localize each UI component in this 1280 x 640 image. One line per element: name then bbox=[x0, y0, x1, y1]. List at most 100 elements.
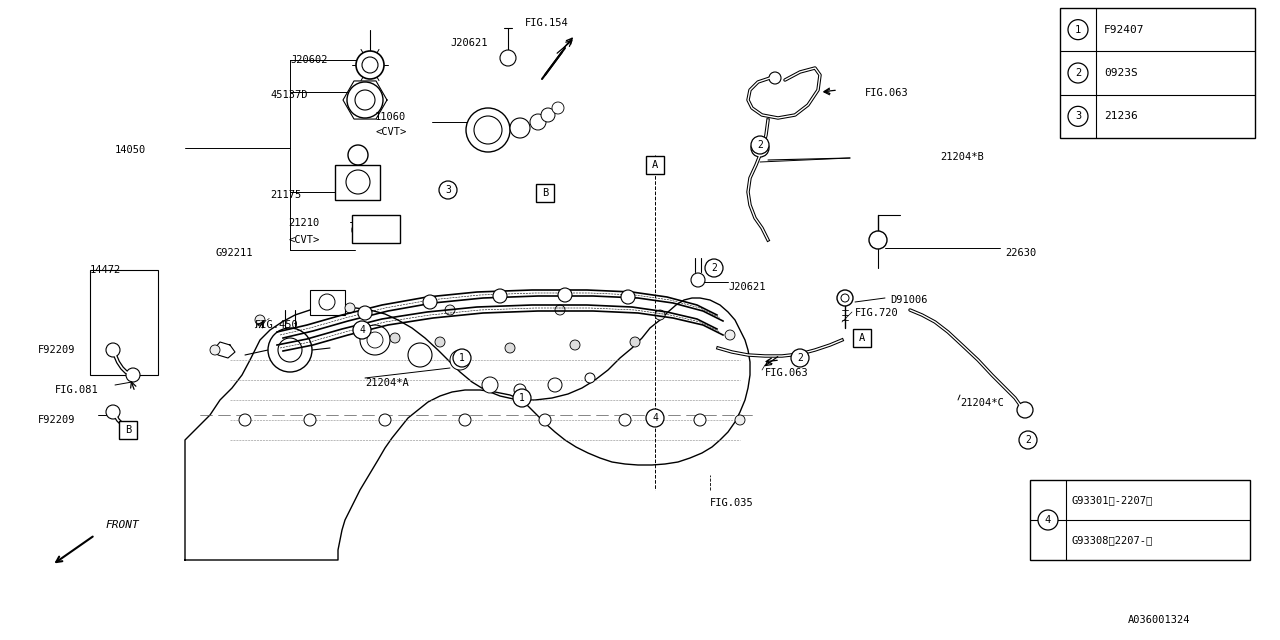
Text: 2: 2 bbox=[1075, 68, 1082, 78]
Circle shape bbox=[353, 321, 371, 339]
Circle shape bbox=[1019, 431, 1037, 449]
Circle shape bbox=[125, 368, 140, 382]
Text: <CVT>: <CVT> bbox=[288, 235, 319, 245]
Text: 11060: 11060 bbox=[375, 112, 406, 122]
Circle shape bbox=[367, 332, 383, 348]
Text: FIG.035: FIG.035 bbox=[710, 498, 754, 508]
Text: FIG.063: FIG.063 bbox=[865, 88, 909, 98]
Circle shape bbox=[552, 102, 564, 114]
Circle shape bbox=[278, 338, 302, 362]
Circle shape bbox=[483, 377, 498, 393]
Circle shape bbox=[585, 373, 595, 383]
Text: G92211: G92211 bbox=[215, 248, 252, 258]
Circle shape bbox=[106, 405, 120, 419]
Bar bbox=[119, 421, 137, 439]
Bar bbox=[536, 184, 554, 202]
Circle shape bbox=[735, 415, 745, 425]
Circle shape bbox=[530, 114, 547, 130]
Circle shape bbox=[390, 333, 401, 343]
Text: 14472: 14472 bbox=[90, 265, 122, 275]
Text: 2: 2 bbox=[1025, 435, 1030, 445]
Circle shape bbox=[1068, 106, 1088, 126]
Text: F92209: F92209 bbox=[38, 345, 76, 355]
Circle shape bbox=[1068, 63, 1088, 83]
Circle shape bbox=[474, 116, 502, 144]
Circle shape bbox=[439, 181, 457, 199]
Circle shape bbox=[360, 325, 390, 355]
Text: 1: 1 bbox=[1075, 25, 1082, 35]
Text: FRONT: FRONT bbox=[105, 520, 138, 530]
Polygon shape bbox=[215, 342, 236, 358]
Circle shape bbox=[358, 306, 372, 320]
Text: G93301＜-2207＞: G93301＜-2207＞ bbox=[1073, 495, 1153, 505]
Circle shape bbox=[466, 108, 509, 152]
Circle shape bbox=[352, 222, 369, 238]
Circle shape bbox=[751, 136, 769, 154]
Circle shape bbox=[422, 295, 436, 309]
Text: 0923S: 0923S bbox=[1103, 68, 1138, 78]
Text: FIG.720: FIG.720 bbox=[855, 308, 899, 318]
Circle shape bbox=[841, 294, 849, 302]
Circle shape bbox=[453, 349, 471, 367]
Text: 21204*B: 21204*B bbox=[940, 152, 984, 162]
Text: F92209: F92209 bbox=[38, 415, 76, 425]
Text: B: B bbox=[541, 188, 548, 198]
Circle shape bbox=[705, 259, 723, 277]
Text: 21236: 21236 bbox=[1103, 111, 1138, 122]
Circle shape bbox=[724, 330, 735, 340]
Circle shape bbox=[621, 290, 635, 304]
Text: 3: 3 bbox=[445, 185, 451, 195]
Circle shape bbox=[558, 288, 572, 302]
Text: 21204*A: 21204*A bbox=[365, 378, 408, 388]
Circle shape bbox=[268, 328, 312, 372]
Text: J20621: J20621 bbox=[728, 282, 765, 292]
Bar bbox=[310, 290, 346, 315]
Circle shape bbox=[837, 290, 852, 306]
Bar bbox=[1060, 8, 1254, 138]
Circle shape bbox=[539, 414, 550, 426]
Bar bbox=[352, 215, 401, 243]
Circle shape bbox=[1018, 402, 1033, 418]
Text: 21210: 21210 bbox=[288, 218, 319, 228]
Text: A: A bbox=[652, 160, 658, 170]
Text: FIG.450: FIG.450 bbox=[255, 320, 298, 330]
Circle shape bbox=[655, 310, 666, 320]
Text: 22630: 22630 bbox=[1005, 248, 1037, 258]
Text: 2: 2 bbox=[797, 353, 803, 363]
Circle shape bbox=[210, 345, 220, 355]
Circle shape bbox=[694, 414, 707, 426]
Text: J20621: J20621 bbox=[451, 38, 488, 48]
Circle shape bbox=[869, 231, 887, 249]
Circle shape bbox=[355, 90, 375, 110]
Circle shape bbox=[356, 51, 384, 79]
Text: 2: 2 bbox=[758, 143, 763, 152]
Text: 4: 4 bbox=[360, 325, 365, 335]
Text: 45137D: 45137D bbox=[270, 90, 307, 100]
Text: 14050: 14050 bbox=[115, 145, 146, 155]
Circle shape bbox=[570, 340, 580, 350]
Circle shape bbox=[346, 170, 370, 194]
Text: D91006: D91006 bbox=[890, 295, 928, 305]
Circle shape bbox=[541, 108, 556, 122]
Circle shape bbox=[769, 72, 781, 84]
Circle shape bbox=[362, 57, 378, 73]
Circle shape bbox=[346, 303, 355, 313]
Text: 1: 1 bbox=[460, 353, 465, 363]
Circle shape bbox=[556, 305, 564, 315]
Circle shape bbox=[691, 273, 705, 287]
Circle shape bbox=[509, 118, 530, 138]
Circle shape bbox=[1068, 20, 1088, 40]
Text: J20602: J20602 bbox=[291, 55, 328, 65]
Circle shape bbox=[255, 315, 265, 325]
Circle shape bbox=[460, 414, 471, 426]
Text: 21204*C: 21204*C bbox=[960, 398, 1004, 408]
Text: B: B bbox=[125, 425, 131, 435]
Circle shape bbox=[751, 139, 769, 157]
Circle shape bbox=[513, 389, 531, 407]
Circle shape bbox=[791, 349, 809, 367]
Circle shape bbox=[630, 337, 640, 347]
Bar bbox=[646, 156, 664, 174]
Text: G93308＜2207-＞: G93308＜2207-＞ bbox=[1073, 535, 1153, 545]
Text: 3: 3 bbox=[1075, 111, 1082, 122]
Text: <CVT>: <CVT> bbox=[375, 127, 406, 137]
